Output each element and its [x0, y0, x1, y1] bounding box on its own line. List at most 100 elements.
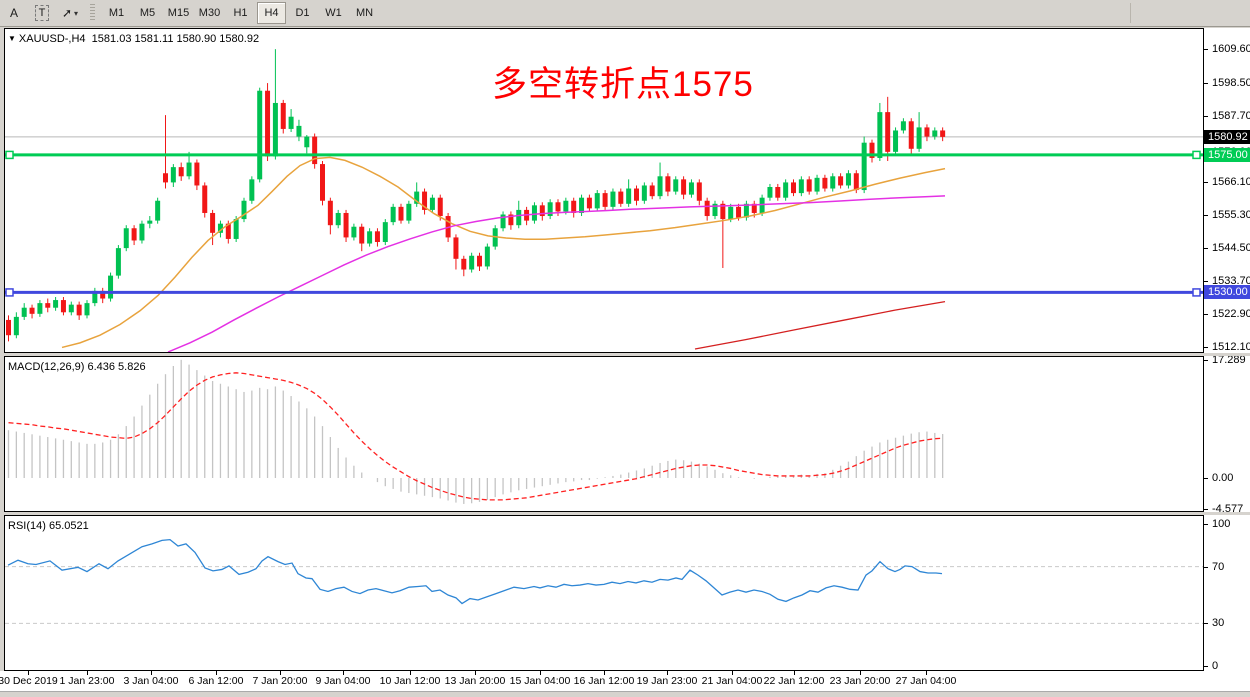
time-label: 27 Jan 04:00	[895, 675, 957, 687]
axis-tick-mark	[1204, 116, 1208, 118]
label-tool-button[interactable]: A	[9, 6, 18, 20]
macd-chart[interactable]	[5, 357, 1203, 511]
candle	[351, 226, 357, 238]
chart-annotation-text[interactable]: 多空转折点1575	[492, 65, 754, 104]
candle	[900, 121, 906, 131]
rsi-panel[interactable]	[4, 515, 1204, 671]
panel-separator[interactable]	[0, 353, 1250, 356]
candle	[861, 142, 867, 191]
ma-magenta-line	[167, 195, 946, 352]
candle	[500, 214, 506, 229]
toolbar: A T ➚ ▾ M1 M5 M15 M30 H1 H4 D1 W1 MN	[0, 0, 1250, 27]
timeframe-m1-button[interactable]: M1	[108, 7, 125, 19]
time-axis[interactable]: 30 Dec 2019 1 Jan 23:00 3 Jan 04:00 6 Jan 1…	[0, 671, 1250, 691]
candle	[696, 182, 702, 201]
candle	[775, 186, 781, 198]
candle	[885, 112, 891, 152]
candle	[257, 90, 263, 180]
candle	[249, 179, 255, 201]
timeframe-mn-button[interactable]: MN	[355, 7, 374, 19]
price-chart-panel[interactable]	[4, 28, 1204, 353]
candle	[940, 130, 946, 137]
candle	[202, 185, 208, 213]
rsi-tick: 30	[1212, 617, 1225, 630]
candle	[877, 112, 883, 158]
candle	[225, 223, 231, 239]
time-label: 15 Jan 04:00	[509, 675, 571, 687]
time-tick-mark	[604, 671, 605, 675]
candle	[437, 197, 443, 217]
axis-tick-mark	[1204, 281, 1208, 283]
candlestick-chart[interactable]	[5, 29, 1203, 352]
resistance-line[interactable]	[5, 150, 1203, 160]
candle	[830, 176, 836, 189]
line-handle	[1192, 288, 1201, 297]
time-label: 19 Jan 23:00	[636, 675, 698, 687]
candle	[634, 188, 639, 201]
price-tick: 1587.70	[1212, 110, 1250, 123]
time-label: 6 Jan 12:00	[188, 675, 244, 687]
timeframe-m5-button[interactable]: M5	[139, 7, 156, 19]
macd-panel[interactable]	[4, 356, 1204, 512]
timeframe-h1-button[interactable]: H1	[233, 7, 248, 19]
rsi-chart[interactable]	[5, 516, 1203, 670]
price-tick: 1522.90	[1212, 308, 1250, 321]
arrows-tool-icon: ➚	[61, 6, 73, 20]
candle	[367, 231, 373, 244]
candle	[838, 176, 844, 186]
time-label: 16 Jan 12:00	[573, 675, 635, 687]
axis-tick-mark	[1204, 215, 1208, 217]
toolbar-grip[interactable]	[90, 4, 95, 22]
candle	[272, 102, 278, 157]
price-tick: 1598.50	[1212, 77, 1250, 90]
panel-separator[interactable]	[0, 512, 1250, 515]
time-tick-mark	[475, 671, 476, 675]
timeframe-h4-button[interactable]: H4	[257, 2, 286, 24]
time-label: 7 Jan 20:00	[252, 675, 308, 687]
candle	[712, 203, 718, 217]
candle	[484, 246, 490, 267]
price-tick: 1533.70	[1212, 275, 1250, 288]
candle	[217, 223, 223, 233]
rsi-tick: 70	[1212, 560, 1225, 573]
price-axis[interactable]: 1609.601598.501587.701576.001566.101555.…	[1204, 28, 1250, 672]
candle	[194, 162, 200, 186]
timeframe-d1-button[interactable]: D1	[295, 7, 310, 19]
candle	[139, 223, 145, 241]
candle	[304, 136, 310, 148]
time-label: 3 Jan 04:00	[123, 675, 179, 687]
time-tick-mark	[410, 671, 411, 675]
candle	[131, 228, 137, 241]
time-label: 22 Jan 12:00	[763, 675, 825, 687]
rsi-indicator-label: RSI(14) 65.0521	[8, 520, 89, 532]
candle	[265, 90, 271, 157]
candle	[767, 186, 773, 198]
candle	[704, 200, 710, 217]
candle	[45, 303, 51, 308]
candle	[720, 203, 726, 220]
timeframe-m30-button[interactable]: M30	[198, 7, 221, 19]
candle	[390, 206, 396, 223]
ma-red-line	[694, 300, 946, 350]
bottom-strip	[0, 691, 1250, 697]
text-tool-button[interactable]: T	[29, 2, 55, 24]
candle	[743, 203, 749, 218]
candle	[233, 219, 239, 239]
candle	[163, 173, 168, 183]
axis-tick-mark	[1204, 524, 1208, 525]
candle	[382, 222, 388, 243]
candle	[210, 212, 216, 233]
candle	[508, 214, 514, 226]
timeframe-w1-button[interactable]: W1	[325, 7, 342, 19]
support-line[interactable]	[5, 288, 1203, 297]
arrows-tool-button[interactable]: ➚ ▾	[57, 2, 83, 24]
chart-dropdown-icon[interactable]: ▼	[8, 34, 16, 43]
price-tick: 1512.10	[1212, 341, 1250, 354]
timeframe-m15-button[interactable]: M15	[167, 7, 190, 19]
macd-indicator-label: MACD(12,26,9) 6.436 5.826	[8, 361, 146, 373]
axis-tick-mark	[1204, 49, 1208, 51]
candle	[296, 125, 302, 137]
candle	[241, 200, 247, 220]
axis-tick-mark	[1204, 248, 1208, 250]
ma-orange-line	[61, 156, 946, 349]
